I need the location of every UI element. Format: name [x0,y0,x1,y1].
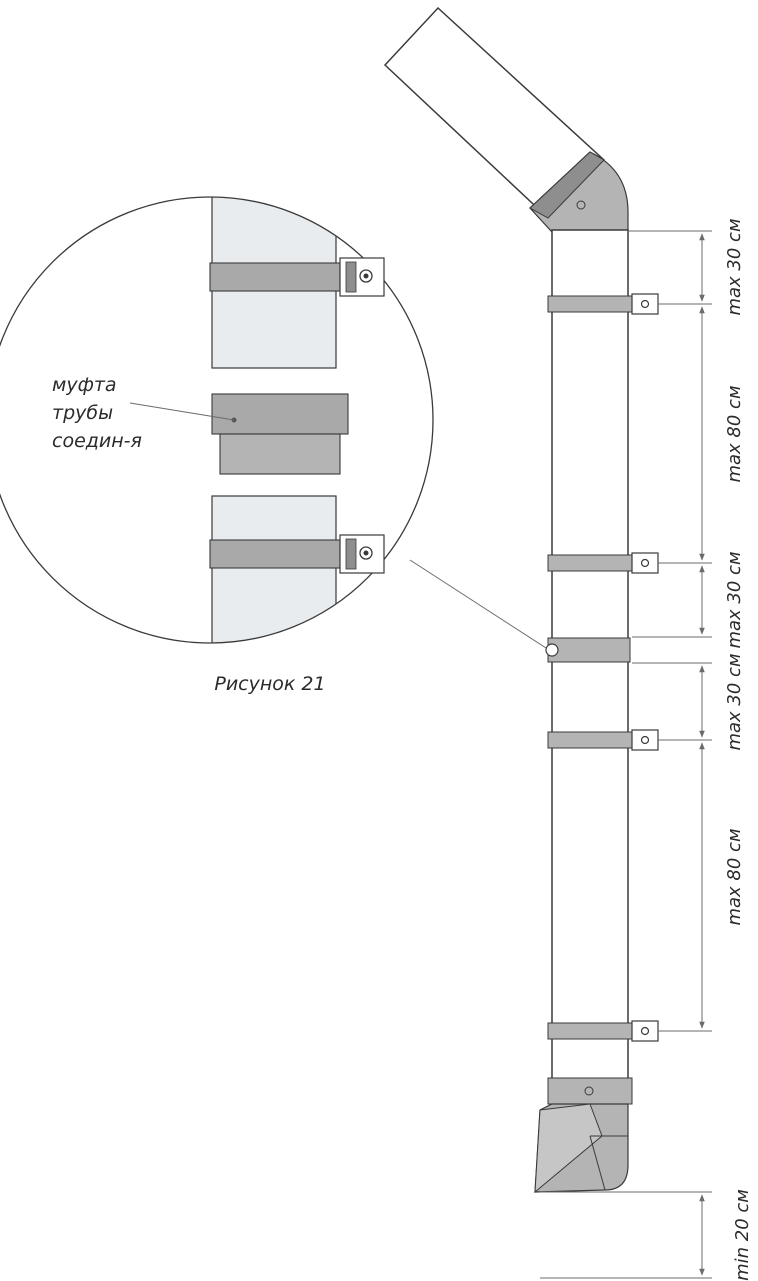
detail-coupling [211,393,349,475]
pipe-coupling [545,637,631,663]
coupling-label-line-1: муфта [52,374,117,396]
dim-label-5: max 80 см [724,828,745,925]
upper-elbow [529,151,629,233]
pipe-bracket-3 [547,729,659,751]
coupling-label-leader [129,402,235,421]
drain-outlet [534,1103,629,1194]
detail-lower-bracket [209,534,385,574]
pipe-bracket-1 [547,293,659,315]
dim-label-2: max 80 см [724,385,745,482]
callout-leader-line [409,559,547,649]
dimension-lines [540,230,712,1279]
pipe-bracket-4 [547,1020,659,1042]
dim-label-6: min 20 см [732,1189,753,1281]
dim-label-3: max 30 см [724,551,745,648]
dim-label-1: max 30 см [724,218,745,315]
downpipe-assembly [383,6,659,1194]
pipe-bracket-2 [547,552,659,574]
coupling-label-line-2: трубы [52,402,113,424]
detail-lower-pipe [211,495,337,643]
coupling-label-line-3: соедин-я [52,430,142,452]
detail-upper-bracket [209,257,385,297]
lower-coupling [547,1077,633,1105]
dim-label-4: max 30 см [724,653,745,750]
detail-circle: муфта трубы соедин-я [0,196,434,644]
figure-caption: Рисунок 21 [214,673,325,695]
dimension-labels: max 30 см max 80 см max 30 см max 30 см … [724,218,753,1280]
